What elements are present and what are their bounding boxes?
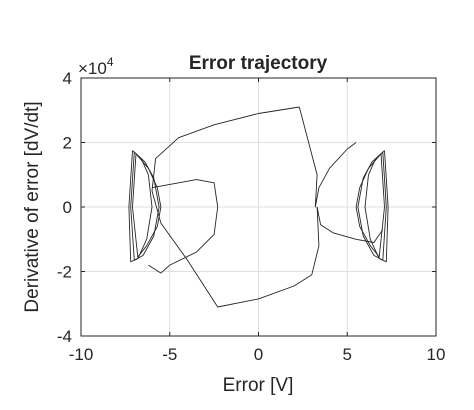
trajectory-line: [298, 106, 357, 208]
y-exponent-power: 4: [107, 55, 114, 69]
y-tick-label: 4: [63, 69, 72, 88]
ticks: -10 -5 0 5 10 -4 -2 0 2 4: [57, 69, 446, 364]
trajectory-line: [128, 150, 153, 263]
trajectory-line: [364, 150, 389, 263]
y-tick-label: 2: [63, 134, 72, 153]
trajectory-line: [151, 179, 219, 208]
x-tick-label: -5: [162, 345, 177, 364]
y-axis-label: Derivative of error [dV/dt]: [22, 101, 43, 312]
y-tick-label: 0: [63, 198, 72, 217]
trajectory-line: [132, 153, 162, 258]
x-tick-label: 5: [343, 345, 352, 364]
plot-lines: [128, 106, 389, 308]
y-exponent-label: ×104: [78, 55, 114, 78]
trajectory-line: [151, 106, 320, 308]
trajectory-line: [355, 153, 385, 258]
x-tick-label: 0: [254, 345, 263, 364]
chart-title: Error trajectory: [189, 53, 328, 74]
y-tick-label: -4: [57, 327, 72, 346]
trajectory-line: [316, 206, 384, 243]
grid: [81, 78, 436, 336]
x-tick-label: -10: [69, 345, 94, 364]
x-axis-label: Error [V]: [223, 375, 294, 396]
y-exponent-base: ×10: [78, 59, 107, 78]
trajectory-line: [148, 206, 219, 274]
x-tick-label: 10: [427, 345, 446, 364]
y-tick-label: -2: [57, 263, 72, 282]
